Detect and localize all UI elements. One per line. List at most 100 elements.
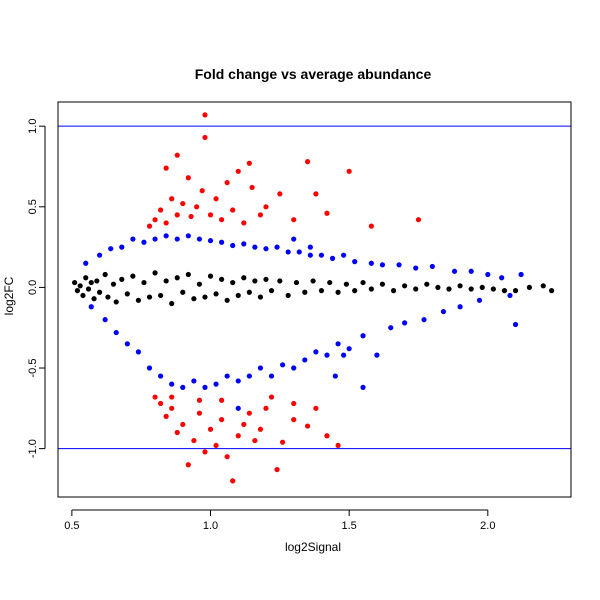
y-tick-label-2: 0.0 [27,280,39,295]
point-blue-24 [219,239,225,245]
point-black-2 [77,283,83,289]
point-black-29 [202,294,208,300]
point-black-37 [246,289,252,295]
point-blue-25 [224,373,230,379]
point-red-48 [230,478,236,484]
point-blue-46 [341,252,347,258]
point-blue-58 [429,263,435,270]
point-red-34 [152,394,158,400]
point-blue-37 [291,365,297,371]
point-blue-59 [440,308,447,315]
point-blue-43 [324,352,330,358]
point-blue-68 [518,271,524,278]
point-blue-38 [296,249,302,255]
point-black-44 [293,279,300,286]
point-black-66 [512,288,519,294]
point-black-59 [435,284,441,291]
point-black-18 [141,279,147,286]
point-red-23 [291,217,297,223]
point-blue-15 [169,381,175,387]
point-red-32 [185,175,191,181]
point-red-59 [313,405,319,411]
point-black-39 [257,294,264,300]
point-blue-18 [185,233,191,239]
point-black-49 [335,289,341,295]
point-red-42 [196,410,203,416]
point-black-20 [152,270,158,276]
point-black-33 [224,297,230,303]
point-black-46 [310,278,316,284]
point-black-14 [119,276,125,282]
point-black-53 [368,286,374,292]
point-blue-6 [119,244,125,250]
point-blue-19 [191,378,197,384]
point-red-9 [199,188,205,194]
point-black-64 [490,286,496,292]
point-red-50 [241,421,247,428]
point-blue-32 [263,246,269,252]
point-blue-28 [241,241,247,247]
point-red-47 [224,454,230,460]
point-black-45 [302,289,308,295]
point-red-3 [163,220,169,226]
point-black-61 [457,283,463,289]
point-black-19 [146,294,153,300]
x-tick-label-2: 1.5 [342,520,357,532]
point-blue-21 [202,384,208,390]
point-black-31 [213,291,219,297]
point-red-24 [304,159,311,165]
point-red-40 [185,462,191,468]
point-red-64 [169,394,175,400]
point-blue-36 [285,249,291,255]
point-blue-8 [130,236,136,242]
point-blue-74 [307,244,313,250]
point-black-15 [124,291,130,297]
point-black-36 [241,275,247,281]
point-red-26 [324,210,330,216]
x-tick-label-0: 0.5 [64,520,79,532]
point-black-22 [163,278,169,284]
y-tick-label-3: 0.5 [27,199,39,214]
point-blue-13 [158,373,164,379]
point-red-56 [280,439,286,445]
point-black-41 [268,288,275,294]
point-blue-62 [468,268,474,274]
point-blue-70 [332,373,338,379]
point-blue-14 [163,233,169,239]
point-black-50 [343,281,349,287]
point-blue-39 [302,357,308,363]
point-black-35 [235,292,241,299]
point-black-69 [548,288,555,294]
point-red-37 [169,405,175,411]
point-red-63 [268,394,275,400]
point-black-62 [468,286,474,292]
point-black-65 [501,288,508,294]
point-black-30 [207,273,214,279]
point-black-10 [102,271,108,278]
point-red-22 [277,191,283,197]
point-black-52 [360,279,366,286]
point-red-55 [274,466,280,473]
point-black-9 [96,289,103,295]
point-red-61 [335,442,341,449]
point-black-40 [263,276,269,282]
point-black-4 [83,275,89,281]
point-red-38 [174,429,180,436]
axes: 0.5 1.0 1.5 2.0 -1.0 -0.5 0.0 0.5 1.0 [27,119,495,532]
point-black-55 [390,288,397,294]
point-red-66 [219,397,225,403]
point-red-14 [219,217,225,223]
point-black-56 [402,283,408,289]
point-red-11 [202,134,208,141]
point-black-1 [74,288,81,294]
point-blue-72 [341,352,347,358]
point-black-38 [252,278,258,284]
point-red-20 [257,212,264,218]
point-red-30 [163,165,169,171]
point-red-28 [368,223,374,229]
point-black-17 [135,297,142,303]
point-black-25 [180,289,186,295]
point-black-32 [219,276,225,282]
point-blue-53 [388,325,394,331]
point-red-5 [174,212,180,218]
